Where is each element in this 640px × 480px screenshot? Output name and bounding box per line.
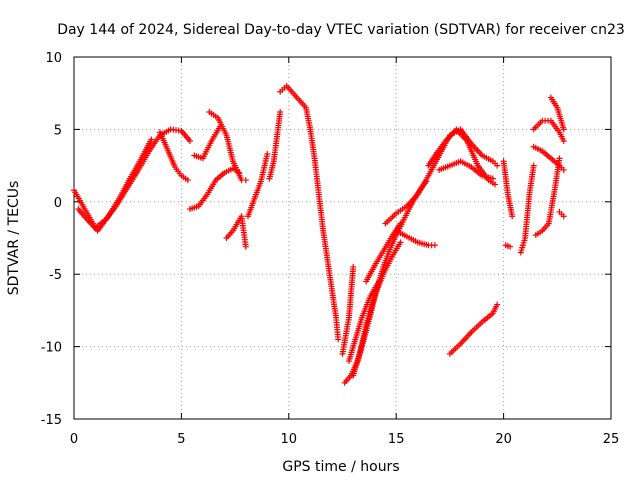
x-tick-label: 15 [388,432,405,447]
series-arc-10 [277,82,342,343]
data-point [335,336,342,343]
data-point [560,126,567,133]
data-point [560,213,567,220]
x-tick-labels: 0 5 10 15 20 25 [70,432,619,447]
data-point [507,243,514,250]
y-tick-label: 10 [45,51,62,66]
series-arc-26 [530,143,567,173]
grid [74,57,611,419]
series-arc-25 [530,117,567,144]
data-point [431,242,438,249]
data-point [264,151,271,158]
chart-title: Day 144 of 2024, Sidereal Day-to-day VTE… [57,22,625,38]
y-tick-label: 5 [54,123,62,138]
series-arc-8 [244,151,271,220]
data-point [530,162,537,169]
data-point [376,278,383,285]
data-point [494,301,501,308]
data-point [494,162,501,169]
data-point [350,263,357,270]
series-arc-20 [446,301,501,357]
series-arc-22 [502,242,514,250]
series-arc-2 [75,136,155,234]
data-point [492,181,499,188]
series-arc-13 [345,278,383,365]
axis-ticks [73,56,612,420]
series-arc-17 [393,227,438,249]
x-tick-label: 25 [603,432,620,447]
y-tick-label: -15 [41,413,62,428]
data-point [509,213,516,220]
x-axis-label: GPS time / hours [282,459,399,475]
x-tick-label: 5 [177,432,185,447]
x-tick-label: 0 [70,432,78,447]
series-arc-21 [500,158,516,220]
x-tick-label: 10 [281,432,298,447]
data-point [560,137,567,144]
series-arc-9 [266,109,284,182]
x-tick-label: 20 [495,432,512,447]
data-point [242,177,249,184]
data-point [556,155,563,162]
data-point [186,137,193,144]
data-point [397,239,404,246]
data-point [217,123,224,130]
data-point [489,175,496,182]
data-point [184,177,191,184]
series-arc-5 [206,109,249,184]
data-point [560,166,567,173]
y-tick-label: 0 [54,196,62,211]
series-arc-14 [339,263,357,357]
y-axis-label: SDTVAR / TECUs [6,181,22,296]
data-point [397,220,404,227]
data-point [148,136,155,143]
series-arc-6 [191,123,224,162]
series-arc-28 [556,208,567,220]
series-arc-3 [156,129,191,184]
plot-frame [73,56,612,420]
series-arc-7 [223,213,249,250]
data-point [242,243,249,250]
y-tick-label: -10 [41,341,62,356]
series-arc-23 [517,162,537,256]
data-points [71,82,567,386]
series-arc-27 [547,94,567,133]
series-arc-19 [436,158,496,182]
series-arc-24 [532,155,563,239]
series-arc-4 [186,165,243,213]
y-tick-labels: -15 -10 -5 0 5 10 [41,51,62,428]
data-point [277,109,284,116]
y-tick-label: -5 [49,268,62,283]
